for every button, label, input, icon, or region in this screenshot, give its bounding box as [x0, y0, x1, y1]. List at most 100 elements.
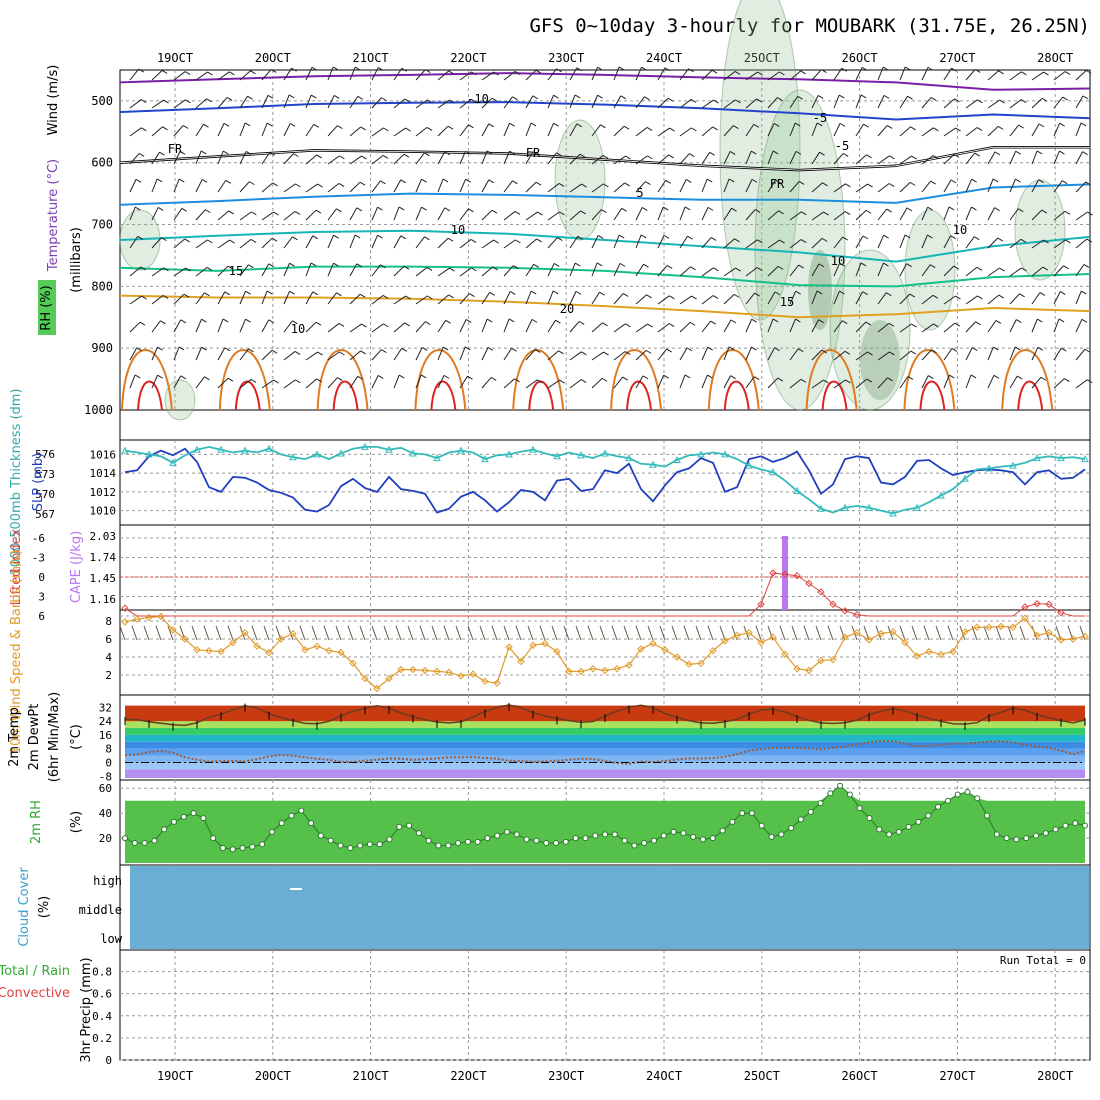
rh-marker — [984, 812, 991, 819]
wind-barb-feather — [444, 151, 451, 156]
wind-barb — [701, 346, 709, 361]
rh-marker — [562, 838, 569, 845]
top-date-label: 23OCT — [548, 51, 584, 65]
wind-barb-feather — [533, 263, 539, 268]
wind-barb — [525, 319, 533, 333]
surface-wind-barb — [935, 625, 942, 641]
top-date-label: 24OCT — [646, 51, 682, 65]
wind-marker — [337, 648, 345, 657]
wind-barb — [591, 183, 604, 193]
surface-wind-barb — [803, 625, 810, 641]
wind-barb-feather — [289, 123, 296, 127]
surface-wind-barb — [659, 625, 666, 641]
wind-barb-feather — [181, 207, 188, 212]
wind-barb — [437, 178, 444, 193]
wind-barb-feather — [427, 295, 433, 300]
wind-barb — [591, 322, 603, 333]
wind-barb — [415, 236, 425, 249]
wind-barb-feather — [707, 206, 714, 211]
li-tick-label: 3 — [38, 591, 45, 604]
wind-barb — [547, 183, 560, 193]
ylabel-rh: RH (%) — [39, 285, 54, 330]
wind-barb-feather — [889, 155, 895, 160]
lowlevel-contour-hot — [919, 380, 946, 411]
wind-barb-feather — [669, 127, 675, 132]
wind-barb-feather — [574, 94, 581, 99]
wind-barb-feather — [865, 209, 872, 214]
surface-wind-barb — [491, 625, 498, 641]
wind-barb — [371, 97, 382, 109]
wind-barb — [767, 377, 779, 389]
wind-barb-feather — [860, 94, 867, 99]
wind-marker — [625, 661, 633, 669]
surface-wind-barb — [995, 625, 1002, 641]
wind-barb — [503, 239, 516, 249]
wind-barb — [1053, 318, 1060, 333]
wind-barb-feather — [1084, 348, 1091, 353]
wind-barb-feather — [156, 178, 163, 183]
wind-barb — [459, 178, 467, 193]
wind-barb-feather — [686, 347, 693, 352]
wind-barb — [943, 265, 955, 277]
wind-barb-feather — [207, 71, 213, 76]
wind-barb-feather — [294, 351, 301, 355]
wind-barb-feather — [1082, 95, 1089, 100]
surface-wind-barb — [779, 625, 786, 641]
wind-barb — [569, 321, 580, 333]
wind-marker — [901, 638, 909, 647]
wind-barb-feather — [707, 346, 713, 351]
wind-barb-feather — [138, 152, 145, 157]
wind-barb-feather — [382, 154, 389, 159]
rh-marker — [621, 837, 628, 844]
wind-barb-feather — [530, 290, 537, 295]
wind-barb — [855, 378, 868, 389]
wind-barb — [767, 97, 778, 109]
wind-barb — [1009, 267, 1022, 277]
wind-barb — [217, 291, 226, 305]
surface-wind-barb — [1019, 625, 1026, 641]
wind-barb-feather — [427, 99, 433, 104]
wind-marker — [817, 656, 825, 665]
wind-barb — [151, 320, 161, 333]
wind-barb-feather — [381, 349, 387, 354]
wind-barb-feather — [201, 179, 208, 183]
wind-barb-feather — [552, 290, 559, 295]
wind-barb-feather — [140, 266, 146, 271]
wind-barb — [569, 94, 576, 109]
wind-barb — [525, 290, 532, 305]
wind-barb-feather — [998, 294, 1005, 299]
wind-barb — [1009, 99, 1022, 109]
wind-barb — [305, 351, 318, 361]
wind-barb-feather — [625, 323, 631, 328]
wind-barb — [503, 265, 514, 277]
wind-barb-feather — [574, 262, 581, 267]
wind-barb — [459, 71, 472, 81]
wind-barb-feather — [995, 320, 1002, 324]
wind-barb — [327, 292, 337, 305]
thickness-tick-label: 576 — [35, 448, 55, 461]
wind-barb — [701, 374, 708, 389]
thickness-tick-label: 573 — [35, 468, 55, 481]
wind-barb-feather — [1082, 151, 1088, 156]
wind-barb — [459, 319, 467, 333]
wind-barb — [393, 206, 400, 221]
wind-barb — [877, 322, 890, 333]
wind-barb — [987, 375, 995, 389]
ylabel-2m-rh: 2m RH — [29, 800, 44, 844]
wind-barb-feather — [537, 211, 543, 216]
wind-barb — [701, 178, 708, 193]
wind-barb — [415, 152, 425, 165]
wind-barb — [327, 262, 335, 277]
wind-barb — [349, 66, 356, 81]
thickness-marker — [145, 450, 153, 458]
wind-barb-feather — [338, 182, 345, 187]
wind-barb-feather — [442, 178, 449, 183]
wind-barb-feather — [1016, 319, 1022, 323]
wind-barb-feather — [1058, 318, 1065, 323]
thickness-marker — [793, 486, 801, 494]
wind-barb — [833, 236, 844, 249]
rh-marker — [259, 841, 266, 848]
wind-barb — [525, 264, 535, 277]
wind-barb — [613, 208, 623, 221]
